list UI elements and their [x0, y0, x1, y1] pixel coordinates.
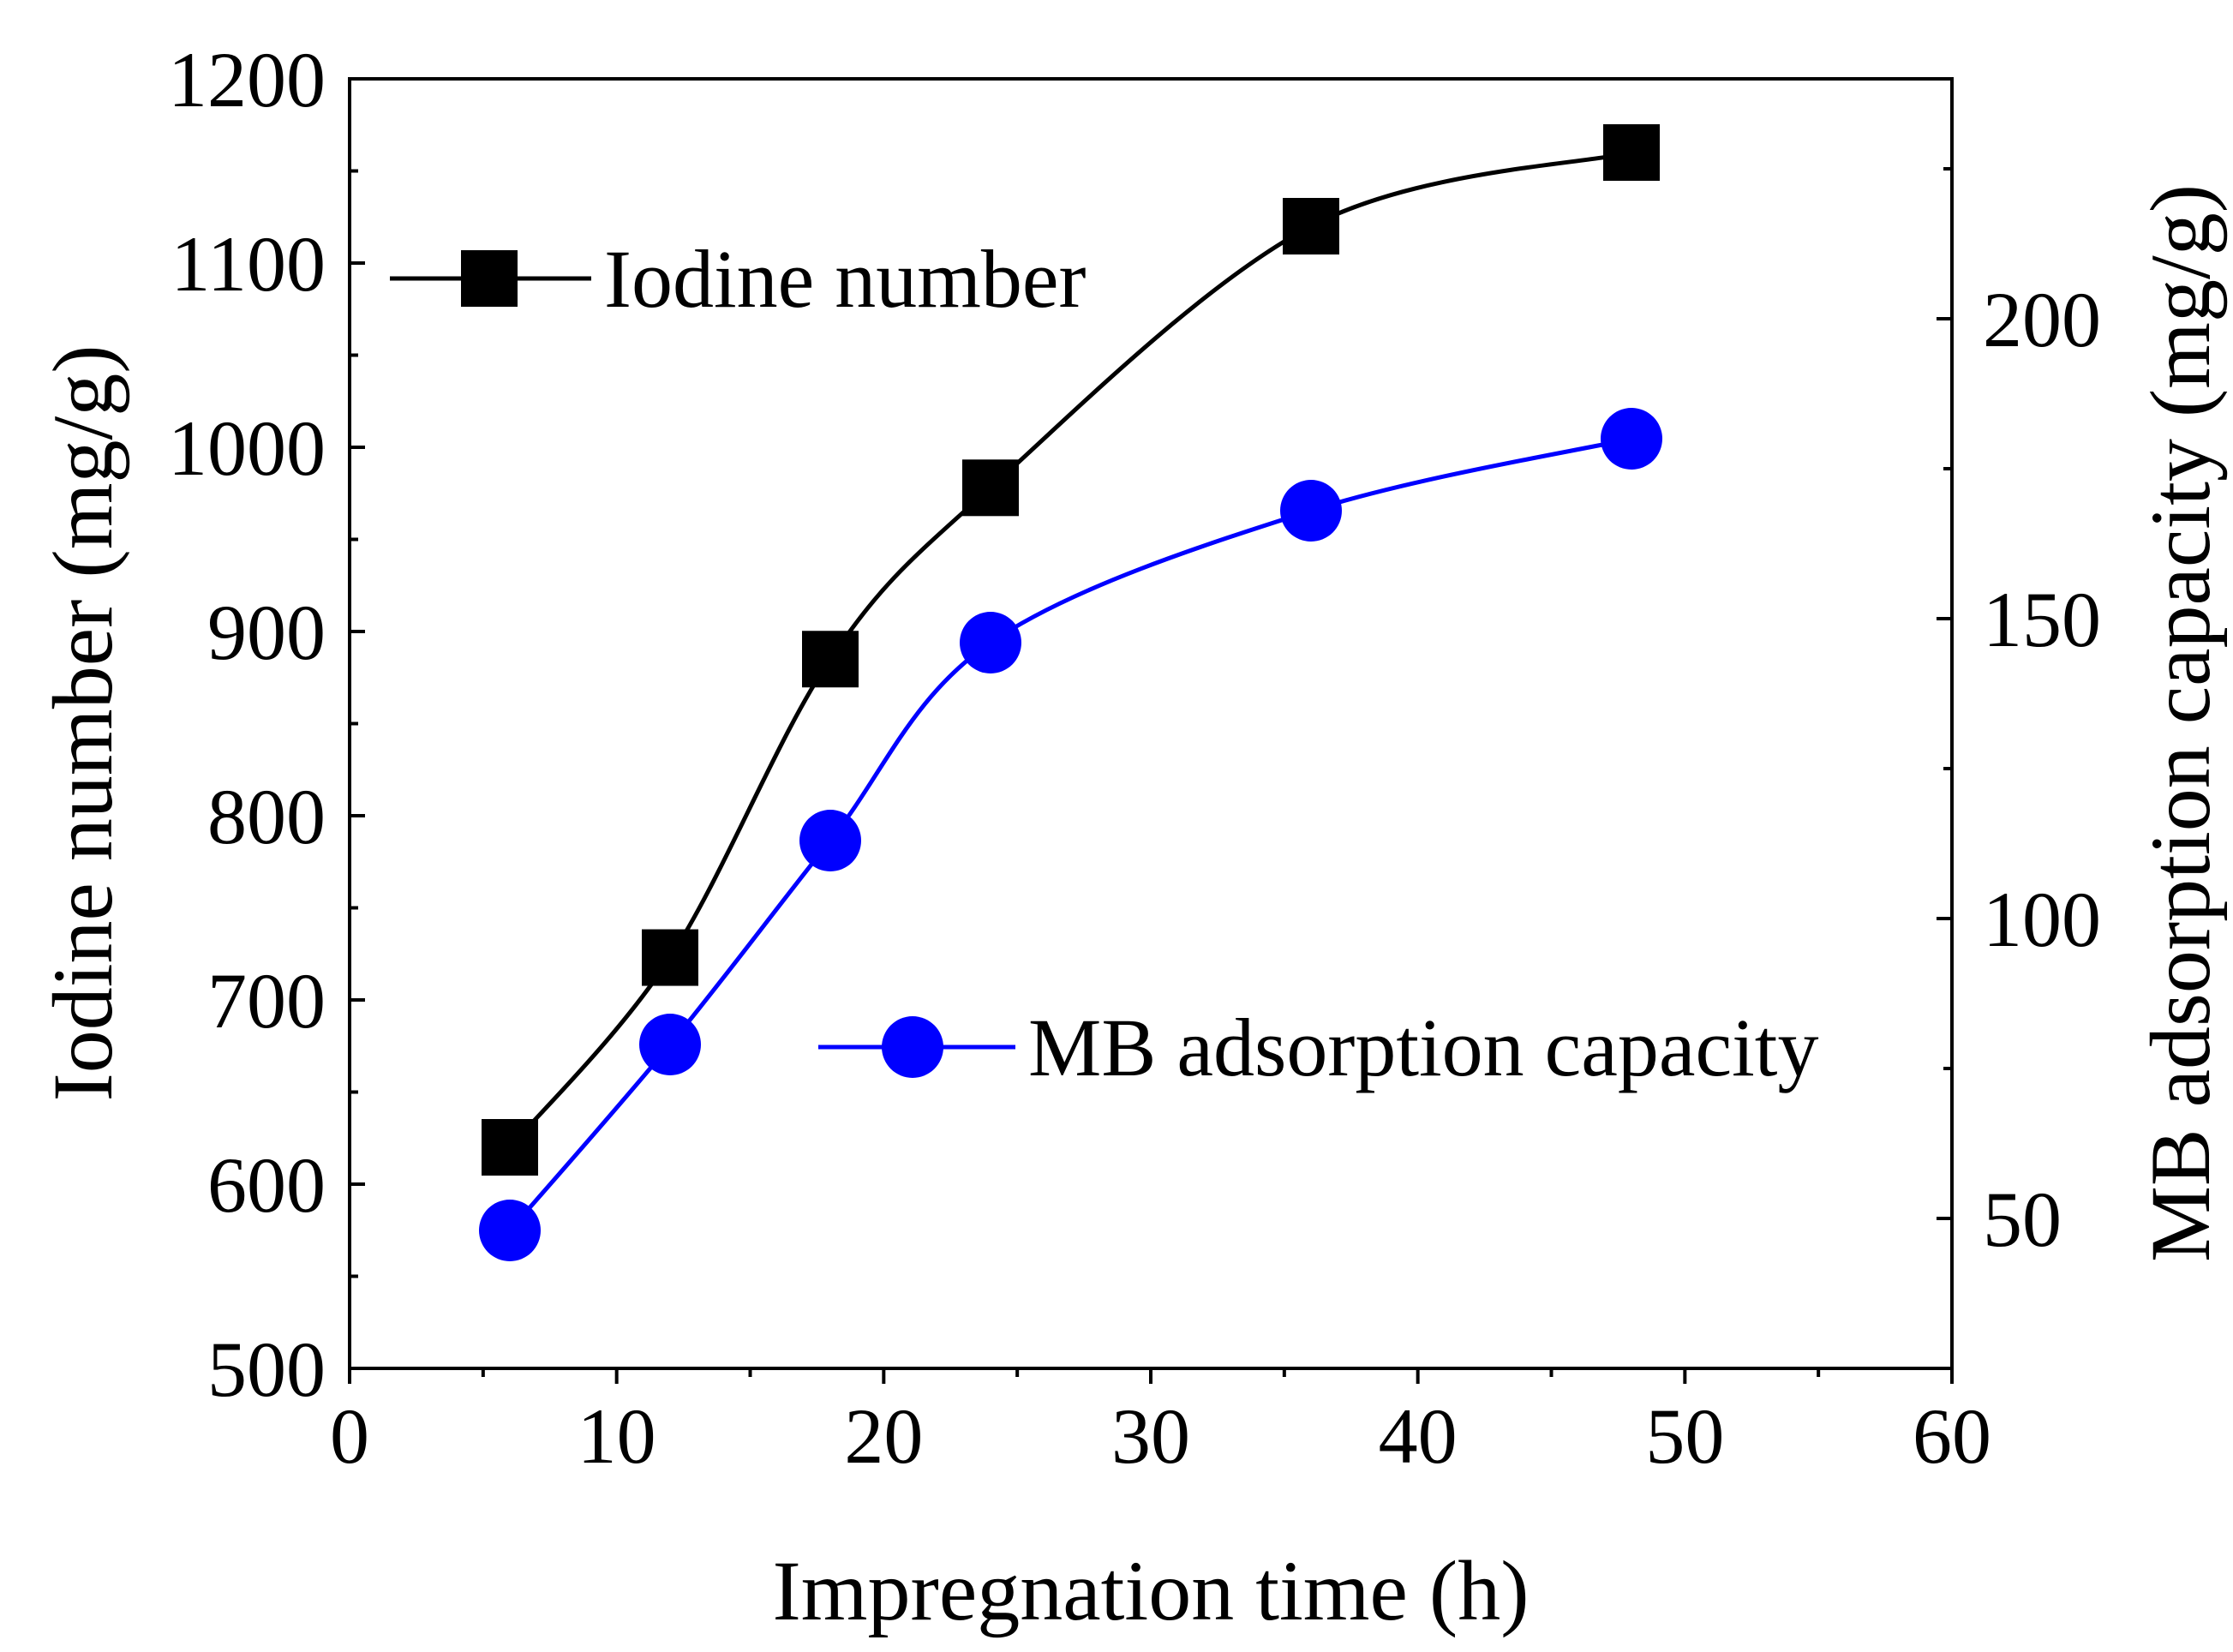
y-left-tick-label-1200: 1200 [168, 36, 326, 123]
iodine-point-12 [642, 929, 698, 986]
mb-point-24 [960, 612, 1021, 673]
y-right-tick-label-50: 50 [1983, 1176, 2062, 1263]
iodine-point-6 [482, 1119, 538, 1176]
iodine-point-48 [1603, 124, 1660, 181]
legend-iodine-label: Iodine number [604, 233, 1087, 325]
x-tick-labels: 0 10 20 30 40 50 60 [330, 1392, 1991, 1480]
y-right-tick-label-200: 200 [1983, 276, 2101, 363]
y-left-tick-labels: 500 600 700 800 900 1000 1100 1200 [168, 36, 326, 1413]
y-left-tick-label-500: 500 [207, 1326, 326, 1413]
legend-iodine: Iodine number [390, 233, 1087, 325]
y-left-tick-label-700: 700 [207, 957, 326, 1044]
mb-point-6 [479, 1200, 541, 1261]
mb-point-12 [639, 1014, 701, 1075]
y-right-tick-labels: 50 100 150 200 [1983, 276, 2101, 1263]
y-left-tick-label-1000: 1000 [168, 404, 326, 492]
iodine-point-18 [802, 631, 859, 688]
legend-iodine-square-icon [461, 250, 518, 307]
x-tick-label-60: 60 [1913, 1392, 1991, 1480]
x-tick-label-40: 40 [1379, 1392, 1458, 1480]
iodine-point-24 [962, 459, 1019, 517]
x-axis-title: Impregnation time (h) [772, 1543, 1529, 1638]
y-left-tick-label-800: 800 [207, 773, 326, 860]
series-1-curve [508, 436, 1632, 1232]
y-left-axis-title: Iodine number (mg/g) [35, 344, 130, 1101]
x-tick-label-20: 20 [844, 1392, 923, 1480]
mb-point-48 [1601, 408, 1662, 470]
plot-frame [348, 77, 1954, 1370]
legend-mb-circle-icon [882, 1016, 943, 1078]
legend-mb-label: MB adsorption capacity [1028, 1002, 1818, 1093]
tick-marks [348, 77, 1954, 1384]
y-right-tick-label-150: 150 [1983, 576, 2101, 663]
y-right-tick-label-100: 100 [1983, 876, 2101, 963]
legend-mb: MB adsorption capacity [818, 1002, 1818, 1093]
y-left-tick-label-600: 600 [207, 1141, 326, 1229]
x-tick-label-0: 0 [330, 1392, 369, 1480]
mb-point-18 [799, 810, 861, 871]
x-tick-label-30: 30 [1111, 1392, 1190, 1480]
mb-point-36 [1280, 480, 1342, 542]
y-left-tick-label-900: 900 [207, 589, 326, 676]
y-right-axis-title: MB adsorption capacity (mg/g) [2133, 184, 2228, 1262]
x-tick-label-10: 10 [578, 1392, 656, 1480]
iodine-point-36 [1283, 198, 1339, 254]
series-markers [479, 124, 1662, 1261]
x-tick-label-50: 50 [1645, 1392, 1724, 1480]
y-left-tick-label-1100: 1100 [171, 220, 326, 308]
